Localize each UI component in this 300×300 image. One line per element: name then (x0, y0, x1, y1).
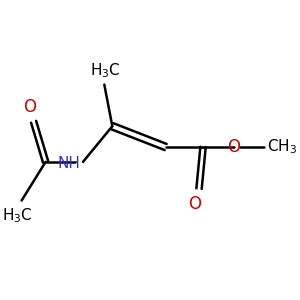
Text: O: O (23, 98, 36, 116)
Text: O: O (227, 138, 240, 156)
Text: NH: NH (58, 156, 81, 171)
Text: $\mathsf{CH_3}$: $\mathsf{CH_3}$ (267, 138, 297, 156)
Text: O: O (188, 195, 202, 213)
Text: $\mathsf{H_3C}$: $\mathsf{H_3C}$ (2, 206, 33, 225)
Text: $\mathsf{H_3C}$: $\mathsf{H_3C}$ (90, 61, 121, 80)
